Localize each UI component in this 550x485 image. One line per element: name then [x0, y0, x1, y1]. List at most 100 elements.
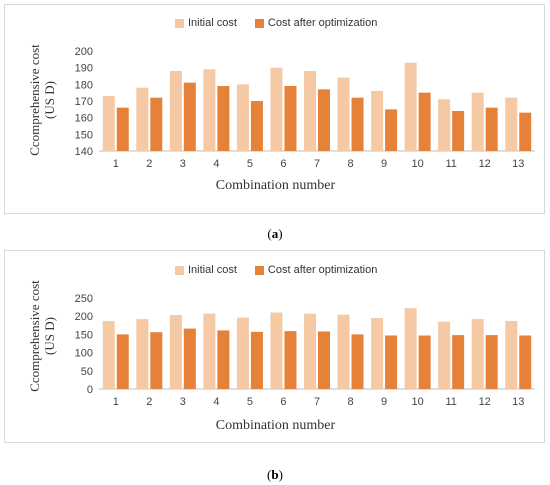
x-tick-label: 5 [247, 396, 253, 408]
bar-initial-cost [337, 314, 350, 389]
y-tick-label: 50 [81, 366, 93, 378]
x-tick-label: 2 [146, 158, 152, 170]
bar-initial-cost [304, 313, 316, 389]
bar-initial-cost [404, 62, 417, 151]
bar-optimized-cost [519, 335, 532, 389]
y-tick-label: 190 [75, 63, 93, 75]
y-tick-label: 150 [75, 129, 93, 141]
bar-optimized-cost [485, 107, 498, 151]
x-tick-label: 2 [146, 396, 152, 408]
legend-label-optimized: Cost after optimization [267, 17, 378, 29]
x-tick-label: 1 [113, 396, 119, 408]
bar-initial-cost [136, 319, 149, 389]
legend-swatch-initial [175, 18, 184, 28]
bar-initial-cost [169, 315, 182, 389]
legend: Initial cost Cost after optimization [175, 264, 377, 276]
bar-optimized-cost [351, 97, 364, 151]
y-tick-label: 150 [75, 329, 93, 341]
y-tick-label: 170 [75, 96, 93, 108]
legend-item-initial: Initial cost [175, 264, 237, 276]
chart-panel-a: Initial cost Cost after optimization Cco… [4, 4, 545, 214]
bar-optimized-cost [519, 112, 532, 151]
x-tick-label: 3 [180, 158, 186, 170]
bar-optimized-cost [284, 331, 297, 389]
bar-optimized-cost [452, 111, 465, 151]
bar-initial-cost [236, 84, 249, 151]
bar-optimized-cost [250, 101, 263, 151]
y-tick-label: 180 [75, 79, 93, 91]
bar-initial-cost [404, 308, 417, 389]
bar-initial-cost [505, 320, 518, 389]
legend-swatch-initial [175, 265, 184, 275]
x-tick-label: 8 [347, 396, 353, 408]
bar-optimized-cost [116, 334, 129, 389]
y-tick-label: 100 [75, 348, 93, 360]
bar-optimized-cost [183, 82, 196, 151]
bar-optimized-cost [318, 89, 330, 151]
bar-optimized-cost [150, 97, 163, 151]
bar-optimized-cost [452, 335, 465, 389]
bar-initial-cost [169, 71, 182, 151]
y-tick-label: 0 [87, 384, 93, 396]
caption-b: (b) [267, 467, 283, 482]
x-tick-label: 1 [113, 158, 119, 170]
bar-initial-cost [438, 321, 451, 389]
bar-optimized-cost [385, 109, 398, 151]
legend-item-initial: Initial cost [175, 17, 237, 29]
x-tick-label: 9 [381, 158, 387, 170]
x-tick-label: 10 [411, 396, 423, 408]
x-tick-label: 11 [445, 158, 456, 170]
bar-optimized-cost [284, 86, 297, 151]
y-tick-label: 250 [75, 293, 93, 305]
y-tick-label: 160 [75, 113, 93, 125]
bar-optimized-cost [418, 335, 431, 389]
bar-initial-cost [270, 312, 283, 389]
bar-optimized-cost [351, 334, 364, 389]
bar-optimized-cost [183, 328, 196, 389]
caption-a: (a) [267, 226, 283, 241]
legend-label-initial: Initial cost [188, 17, 237, 29]
x-tick-label: 12 [479, 396, 491, 408]
bar-optimized-cost [385, 335, 398, 389]
x-tick-label: 7 [314, 396, 320, 408]
bar-initial-cost [371, 91, 384, 151]
x-tick-label: 7 [314, 158, 320, 170]
x-tick-label: 6 [280, 158, 286, 170]
bar-optimized-cost [217, 86, 230, 151]
bar-initial-cost [371, 318, 384, 389]
bar-optimized-cost [250, 331, 263, 389]
bar-initial-cost [203, 69, 216, 151]
x-tick-label: 8 [347, 158, 353, 170]
legend-item-optimized: Cost after optimization [254, 17, 378, 29]
legend-swatch-optimized [254, 18, 264, 28]
bar-initial-cost [270, 67, 283, 151]
y-tick-label: 200 [75, 46, 93, 58]
x-tick-label: 4 [213, 396, 219, 408]
x-tick-label: 9 [381, 396, 387, 408]
y-tick-label: 200 [75, 311, 93, 323]
x-tick-label: 3 [180, 396, 186, 408]
legend-label-optimized: Cost after optimization [267, 264, 378, 276]
x-axis-label: Combination number [215, 418, 336, 433]
y-tick-label: 140 [75, 146, 93, 158]
x-tick-label: 6 [280, 396, 286, 408]
x-tick-label: 13 [512, 158, 524, 170]
legend-item-optimized: Cost after optimization [254, 264, 378, 276]
bar-initial-cost [471, 319, 484, 389]
bar-initial-cost [102, 96, 115, 151]
bar-optimized-cost [418, 92, 431, 151]
bar-optimized-cost [150, 332, 163, 389]
bar-initial-cost [471, 92, 484, 151]
legend-swatch-optimized [254, 265, 264, 275]
bar-initial-cost [505, 97, 518, 151]
x-tick-label: 11 [445, 396, 456, 408]
x-axis-label: Combination number [215, 178, 336, 193]
bar-initial-cost [438, 99, 451, 151]
legend-label-initial: Initial cost [188, 264, 237, 276]
bar-initial-cost [337, 77, 350, 151]
bar-initial-cost [236, 317, 249, 389]
bar-initial-cost [136, 87, 149, 151]
bar-initial-cost [304, 71, 316, 151]
